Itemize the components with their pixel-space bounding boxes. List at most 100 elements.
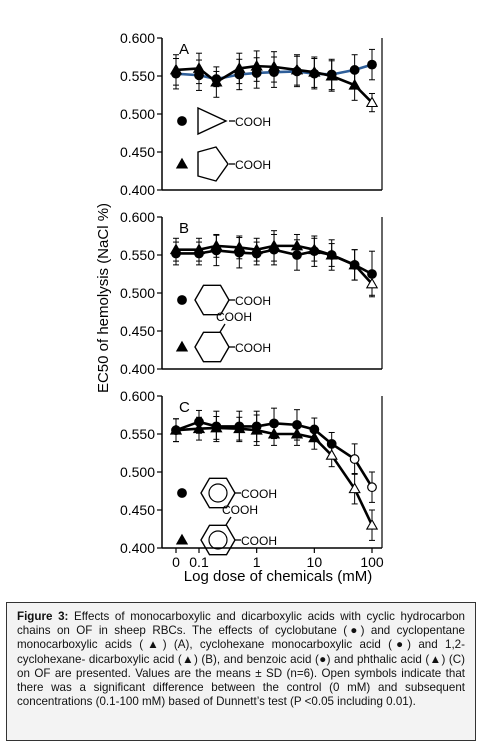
- legend-group-label: COOH: [235, 158, 271, 172]
- legend-marker-triangle: [175, 340, 189, 352]
- aromatic-ring-circle: [208, 483, 228, 503]
- panel-b: 0.400 0.450 0.500 0.550 0.600 B COOH COOH COOH: [120, 209, 383, 377]
- data-point-triangle: [267, 239, 281, 251]
- data-point-triangle: [290, 427, 304, 439]
- data-point-circle: [367, 482, 377, 493]
- legend-group-label: COOH: [241, 534, 277, 548]
- y-tick-label: 0.550: [120, 68, 155, 84]
- data-point-triangle: [365, 518, 379, 530]
- data-point-triangle: [308, 431, 321, 443]
- x-tick-label: 100: [360, 554, 384, 570]
- data-point-triangle: [210, 421, 223, 433]
- y-tick-label: 0.550: [120, 426, 155, 442]
- data-point-triangle: [192, 243, 206, 255]
- legend: COOH COOH COOH: [175, 477, 277, 556]
- legend-group-label-2: COOH: [222, 503, 258, 517]
- data-point-circle: [349, 454, 360, 464]
- legend-marker-circle: [177, 295, 187, 305]
- data-point-triangle: [308, 65, 321, 77]
- data-point-triangle: [233, 62, 246, 73]
- panel-label: A: [179, 41, 189, 58]
- panel-label: B: [179, 220, 189, 237]
- legend-group-label: COOH: [235, 115, 271, 129]
- data-point-triangle: [325, 248, 338, 260]
- legend-marker-triangle: [175, 533, 189, 545]
- legend-structure-cyclohexane: [194, 331, 230, 363]
- data-point-triangle: [250, 59, 263, 71]
- legend-marker-circle: [177, 116, 187, 126]
- y-tick-label: 0.550: [120, 247, 155, 263]
- legend-marker-circle: [177, 488, 187, 498]
- x-tick-label: 10: [307, 554, 323, 570]
- legend-group-label: COOH: [241, 487, 277, 501]
- series-triangle: [169, 230, 379, 296]
- y-axis-label: EC50 of hemolysis (NaCl %): [95, 203, 112, 393]
- chart-panels: 0.4000.4500.5000.5500.600ACOOHCOOH0.4000…: [120, 30, 383, 556]
- data-point-triangle: [192, 62, 206, 73]
- aromatic-ring-circle: [208, 530, 228, 550]
- series-triangle: [169, 414, 379, 541]
- data-point-triangle: [250, 423, 263, 435]
- data-point-triangle: [348, 258, 361, 270]
- y-tick-label: 0.400: [120, 540, 155, 556]
- data-point-triangle: [325, 69, 338, 81]
- data-point-triangle: [348, 482, 361, 494]
- data-point-triangle: [169, 63, 183, 75]
- x-tick-label: 0.1: [189, 554, 209, 570]
- data-point-triangle: [365, 96, 379, 108]
- bond-line: [219, 323, 226, 333]
- y-tick-label: 0.600: [120, 209, 155, 225]
- data-point-triangle: [290, 239, 304, 251]
- data-point-triangle: [365, 277, 379, 289]
- legend-structure-benzene: [200, 524, 236, 556]
- panel-c: 0.400 0.450 0.500 0.550 0.600 C COOH COOH COOH: [120, 388, 383, 556]
- x-tick-label: 1: [253, 554, 261, 570]
- y-tick-label: 0.600: [120, 388, 155, 404]
- y-tick-label: 0.450: [120, 323, 155, 339]
- figure-caption-label: Figure 3:: [17, 610, 69, 623]
- legend-structure-cyclohexane: [194, 284, 230, 316]
- data-point-triangle: [250, 243, 263, 255]
- chart-figure: EC50 of hemolysis (NaCl %) 0.400 0.450 0.5…: [95, 30, 384, 585]
- y-tick-label: 0.400: [120, 182, 155, 198]
- y-tick-label: 0.500: [120, 106, 155, 122]
- series-triangle: [169, 50, 379, 113]
- legend-group-label-2: COOH: [216, 310, 252, 324]
- data-point-triangle: [210, 239, 223, 251]
- y-tick-label: 0.450: [120, 502, 155, 518]
- legend-structure-cyclopentane: [197, 146, 229, 182]
- figure-caption: Figure 3: Effects of monocarboxylic and …: [6, 602, 476, 741]
- y-tick-label: 0.600: [120, 30, 155, 46]
- legend: COOH COOH COOH: [175, 284, 271, 363]
- x-axis-label: Log dose of chemicals (mM): [184, 568, 372, 585]
- data-point-triangle: [192, 422, 206, 434]
- y-tick-label: 0.500: [120, 285, 155, 301]
- data-point-triangle: [210, 75, 223, 87]
- legend-structure-benzene: [200, 477, 236, 509]
- data-point-triangle: [267, 427, 281, 439]
- legend-structure-cyclobutane: [197, 106, 228, 136]
- data-point-circle: [367, 59, 377, 70]
- data-point-triangle: [233, 422, 246, 434]
- legend-marker-triangle: [175, 157, 189, 169]
- panel-label: C: [179, 399, 190, 416]
- bond-line: [225, 516, 232, 526]
- data-point-triangle: [267, 60, 281, 72]
- data-point-triangle: [169, 423, 183, 435]
- y-tick-label: 0.450: [120, 144, 155, 160]
- data-point-triangle: [325, 448, 338, 460]
- data-point-triangle: [348, 78, 361, 90]
- x-tick-label: 0: [172, 554, 180, 570]
- data-point-triangle: [233, 241, 246, 252]
- legend-group-label: COOH: [235, 294, 271, 308]
- y-tick-label: 0.400: [120, 361, 155, 377]
- x-axis: 0 0.1 1 10 100: [172, 548, 384, 570]
- panel-a: 0.400 0.450 0.500 0.550 0.600 A COOH COOH: [120, 30, 383, 198]
- data-point-triangle: [290, 63, 304, 75]
- y-tick-label: 0.500: [120, 464, 155, 480]
- data-point-triangle: [308, 243, 321, 255]
- figure-caption-text: Effects of monocarboxylic and dicarboxyl…: [17, 610, 465, 709]
- legend: COOH COOH: [175, 106, 271, 182]
- data-point-triangle: [169, 243, 183, 255]
- legend-group-label: COOH: [235, 341, 271, 355]
